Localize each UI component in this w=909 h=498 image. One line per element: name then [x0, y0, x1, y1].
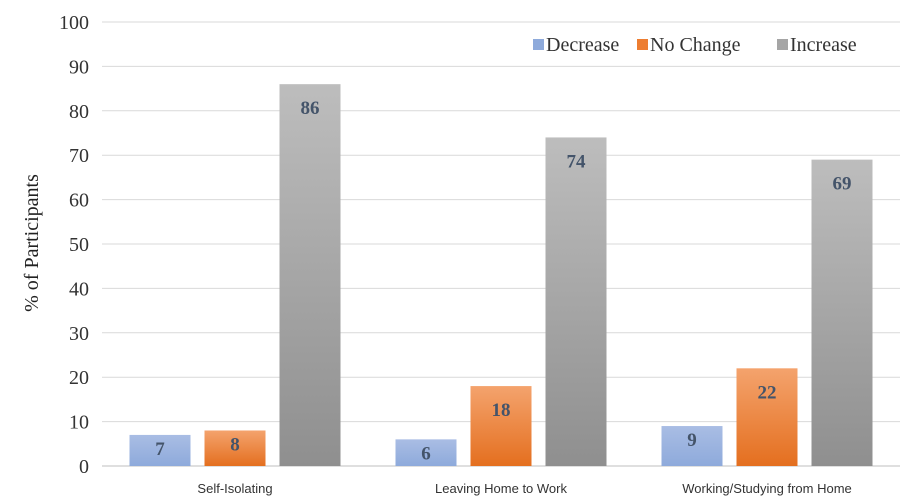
- y-tick-label: 0: [79, 456, 89, 478]
- bar-no-change: [736, 368, 798, 466]
- bar-increase: [545, 137, 607, 466]
- y-tick-label: 80: [69, 101, 89, 123]
- legend-label: Decrease: [546, 34, 619, 56]
- bar-decrease: [395, 439, 457, 466]
- y-tick-label: 40: [69, 278, 89, 300]
- data-label: 9: [687, 430, 697, 451]
- data-label: 6: [421, 443, 431, 464]
- legend-swatch-decrease: [533, 39, 544, 50]
- legend-label: No Change: [650, 34, 741, 56]
- data-label: 8: [230, 434, 240, 455]
- data-label: 86: [301, 98, 320, 119]
- y-tick-label: 30: [69, 323, 89, 345]
- bar-increase: [279, 84, 341, 466]
- legend-swatch-no-change: [637, 39, 648, 50]
- y-tick-label: 90: [69, 56, 89, 78]
- data-label: 69: [833, 174, 852, 195]
- bars: [129, 84, 873, 466]
- y-axis-ticks: 0 10 20 30 40 50 60 70 80 90 100: [59, 12, 89, 478]
- bar-decrease: [129, 434, 191, 466]
- y-tick-label: 20: [69, 367, 89, 389]
- x-tick-label: Self-Isolating: [197, 481, 272, 496]
- data-label: 74: [567, 151, 587, 172]
- legend-label: Increase: [790, 34, 857, 56]
- data-labels: 7 8 86 6 18 74 9 22 69: [155, 98, 851, 464]
- y-axis-label: % of Participants: [21, 174, 43, 312]
- data-label: 7: [155, 439, 165, 460]
- legend: Decrease No Change Increase: [533, 34, 857, 56]
- data-label: 18: [492, 400, 511, 421]
- legend-swatch-increase: [777, 39, 788, 50]
- x-tick-label: Working/Studying from Home: [682, 481, 852, 496]
- x-tick-label: Leaving Home to Work: [435, 481, 567, 496]
- x-axis-ticks: Self-Isolating Leaving Home to Work Workin…: [197, 481, 851, 496]
- bar-decrease: [661, 426, 723, 466]
- bar-increase: [811, 159, 873, 466]
- bar-no-change: [470, 386, 532, 466]
- y-tick-label: 60: [69, 190, 89, 212]
- data-label: 22: [758, 382, 777, 403]
- y-tick-label: 100: [59, 12, 89, 34]
- y-tick-label: 50: [69, 234, 89, 256]
- y-tick-label: 70: [69, 145, 89, 167]
- gridlines: [102, 21, 900, 467]
- bar-no-change: [204, 430, 266, 466]
- y-tick-label: 10: [69, 412, 89, 434]
